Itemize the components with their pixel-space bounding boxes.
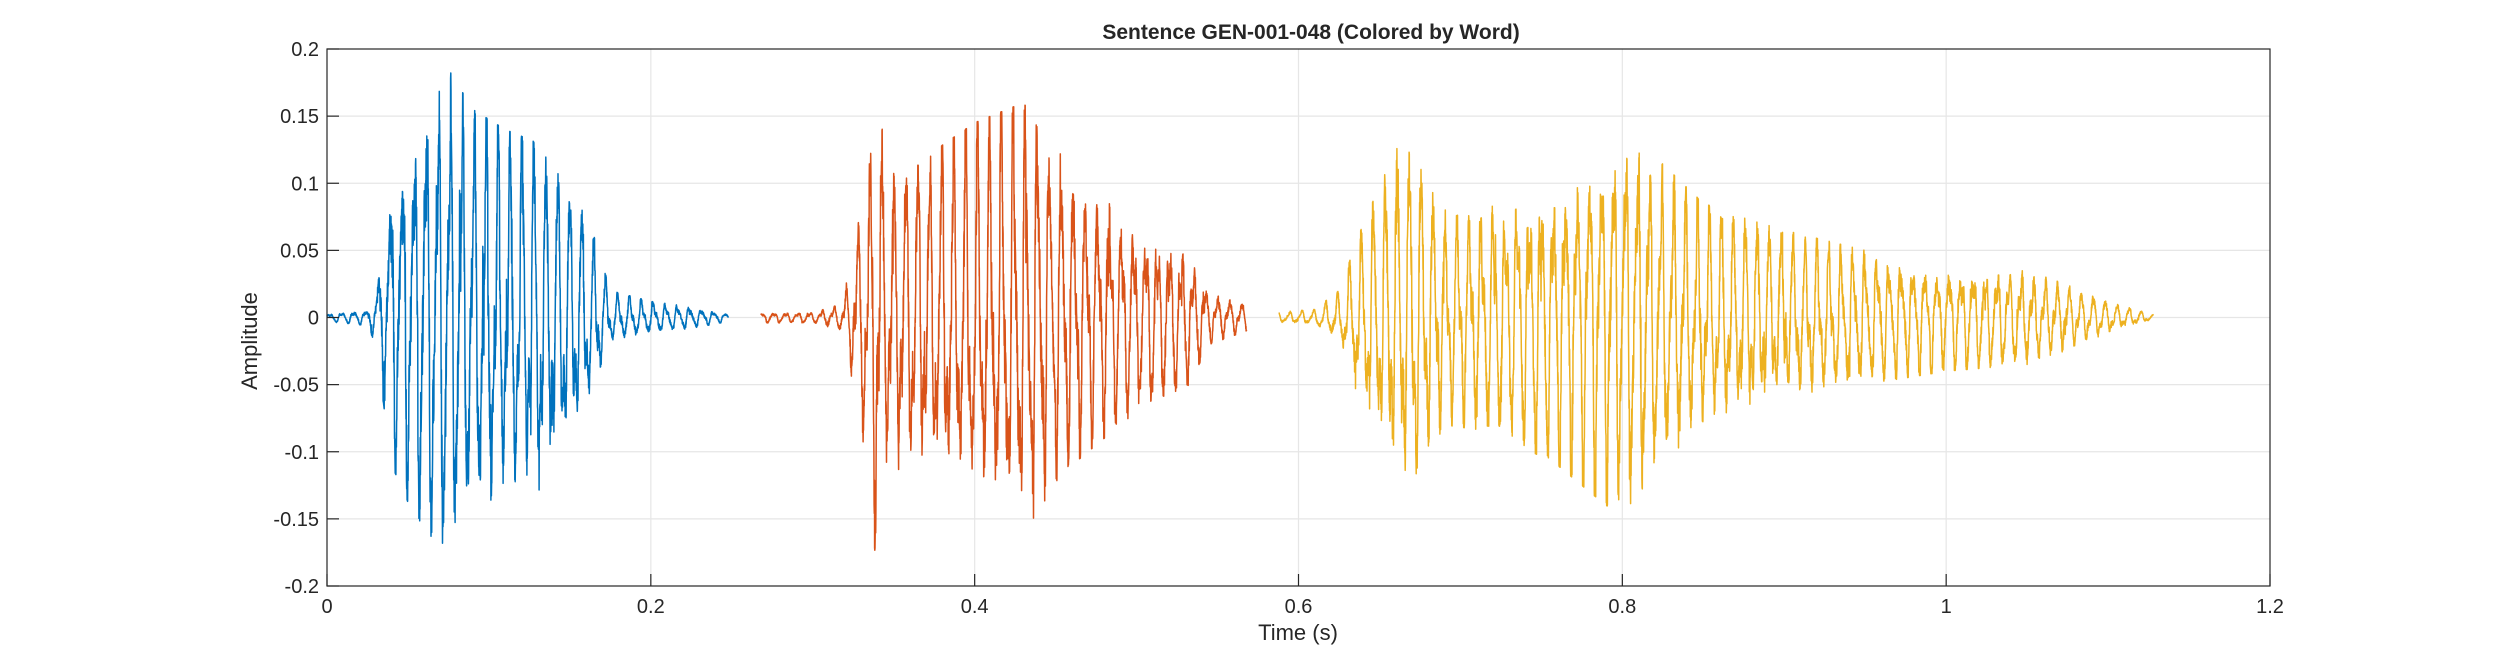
x-tick-label: 0.2 bbox=[637, 596, 665, 618]
x-tick-label: 1 bbox=[1941, 596, 1952, 618]
series-layer bbox=[326, 72, 2154, 551]
y-tick-label: -0.15 bbox=[273, 509, 319, 531]
ticks: 0 0.2 0.4 0.6 0.8 1 1.2 -0.2 -0.15 -0.1 -0.05 0 0.05… bbox=[273, 39, 2284, 618]
x-tick-label: 0.6 bbox=[1285, 596, 1313, 618]
x-tick-label: 1.2 bbox=[2256, 596, 2284, 618]
chart-title: Sentence GEN-001-048 (Colored by Word) bbox=[1102, 21, 1519, 44]
x-tick-label: 0 bbox=[321, 596, 332, 618]
grid bbox=[327, 49, 2270, 586]
x-tick-label: 0.8 bbox=[1608, 596, 1636, 618]
x-axis-label: Time (s) bbox=[1258, 620, 1338, 645]
y-tick-label: 0.05 bbox=[280, 240, 319, 262]
plot-area: 0 0.2 0.4 0.6 0.8 1 1.2 -0.2 -0.15 -0.1 -0.05 0 0.05… bbox=[273, 39, 2284, 618]
y-axis-label: Amplitude bbox=[237, 292, 262, 390]
y-tick-label: 0.2 bbox=[291, 39, 319, 61]
y-tick-label: 0.15 bbox=[280, 106, 319, 128]
y-tick-label: 0.1 bbox=[291, 173, 319, 195]
x-tick-label: 0.4 bbox=[961, 596, 989, 618]
y-tick-label: 0 bbox=[308, 308, 319, 330]
word-series-3-line bbox=[1278, 147, 2154, 507]
y-tick-label: -0.1 bbox=[285, 442, 319, 464]
y-tick-label: -0.2 bbox=[285, 576, 319, 598]
word-series-1-line bbox=[326, 72, 730, 544]
word-series-2-line bbox=[760, 104, 1248, 551]
y-tick-label: -0.05 bbox=[273, 375, 319, 397]
